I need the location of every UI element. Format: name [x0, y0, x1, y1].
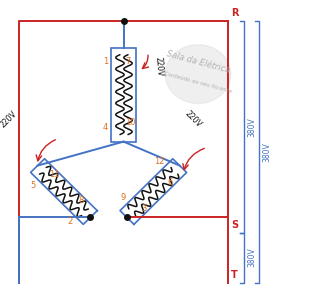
Text: 8: 8 [78, 196, 83, 205]
Text: 380V: 380V [247, 248, 256, 268]
Text: 380V: 380V [247, 117, 256, 137]
Text: 380V: 380V [262, 142, 271, 162]
Text: 220V: 220V [154, 56, 165, 77]
Text: T: T [231, 270, 238, 280]
Text: 11: 11 [49, 171, 60, 179]
Text: Conteúdo ao seu Alcance: Conteúdo ao seu Alcance [163, 71, 232, 94]
Bar [111, 48, 136, 142]
Text: 6: 6 [167, 178, 173, 187]
Text: 3: 3 [141, 204, 146, 213]
Text: 9: 9 [120, 193, 125, 202]
Text: 1: 1 [103, 57, 108, 66]
Text: 10: 10 [125, 118, 136, 127]
Text: Sala da Elétrica: Sala da Elétrica [165, 50, 231, 75]
Text: S: S [231, 220, 238, 230]
Text: R: R [231, 8, 238, 18]
Text: 4: 4 [103, 123, 108, 132]
Text: 5: 5 [31, 181, 36, 190]
Text: 2: 2 [67, 217, 73, 226]
Ellipse shape [165, 45, 231, 104]
Text: 12: 12 [154, 157, 165, 166]
Text: 7: 7 [125, 57, 130, 66]
Text: 220V: 220V [183, 109, 203, 129]
Text: 220V: 220V [0, 109, 19, 129]
